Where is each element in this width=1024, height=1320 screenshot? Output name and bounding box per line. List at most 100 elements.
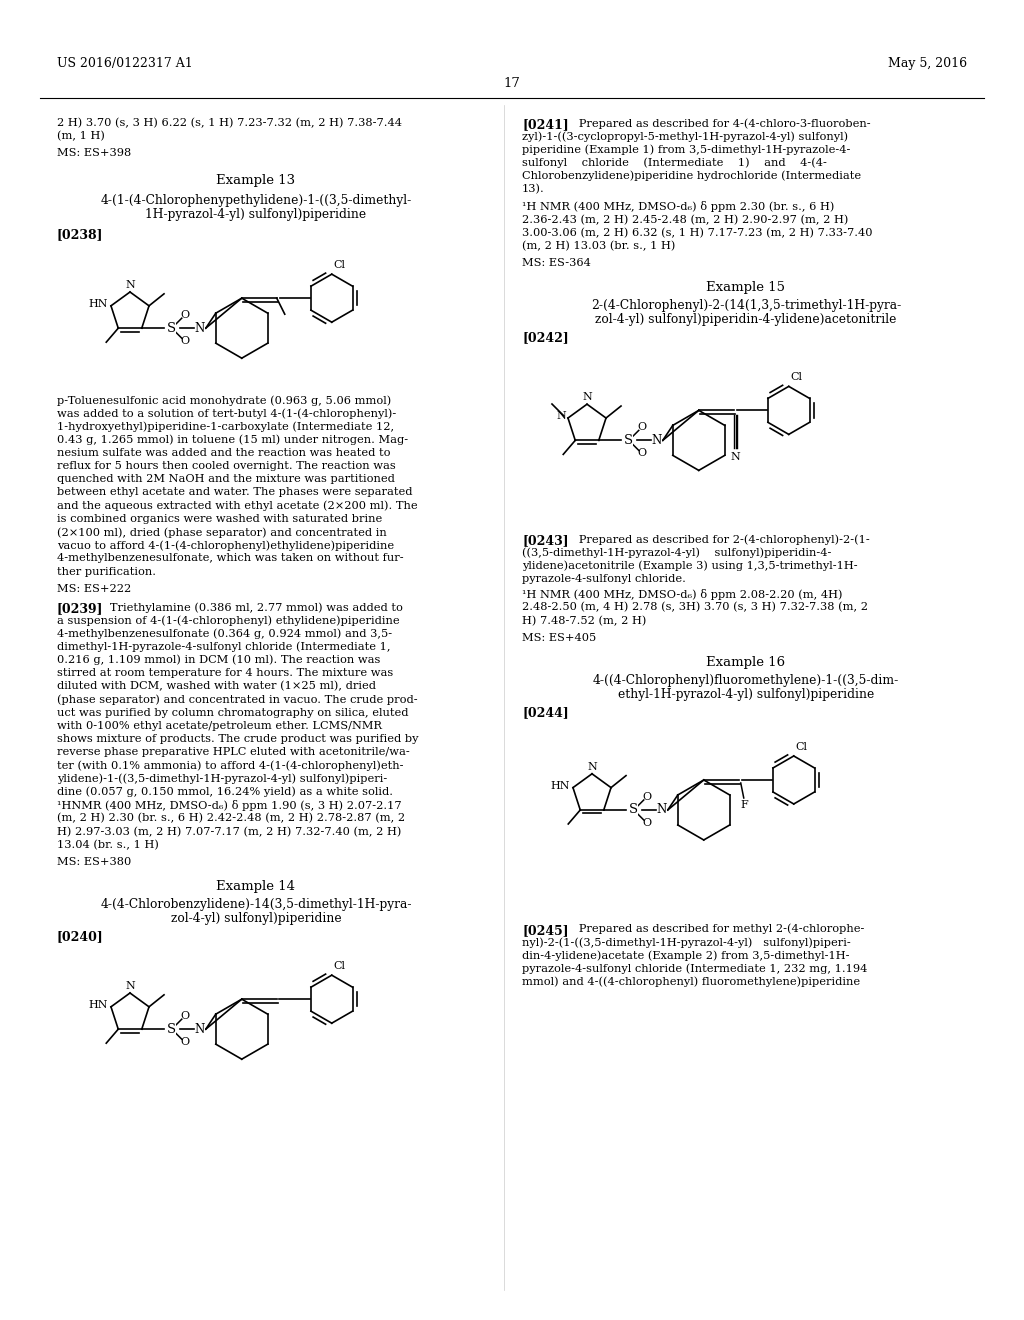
Text: N: N bbox=[125, 280, 135, 290]
Text: N: N bbox=[651, 434, 662, 447]
Text: O: O bbox=[180, 337, 189, 346]
Text: ther purification.: ther purification. bbox=[57, 566, 156, 577]
Text: 4-((4-Chlorophenyl)fluoromethylene)-1-((3,5-dim-: 4-((4-Chlorophenyl)fluoromethylene)-1-((… bbox=[593, 673, 899, 686]
Text: (2×100 ml), dried (phase separator) and concentrated in: (2×100 ml), dried (phase separator) and … bbox=[57, 527, 387, 537]
Text: Prepared as described for 2-(4-chlorophenyl)-2-(1-: Prepared as described for 2-(4-chlorophe… bbox=[568, 535, 869, 545]
Text: N: N bbox=[195, 322, 205, 335]
Text: 4-(1-(4-Chlorophenypethylidene)-1-((3,5-dimethyl-: 4-(1-(4-Chlorophenypethylidene)-1-((3,5-… bbox=[100, 194, 412, 207]
Text: 1H-pyrazol-4-yl) sulfonyl)piperidine: 1H-pyrazol-4-yl) sulfonyl)piperidine bbox=[145, 209, 367, 220]
Text: (m, 1 H): (m, 1 H) bbox=[57, 131, 104, 141]
Text: 3.00-3.06 (m, 2 H) 6.32 (s, 1 H) 7.17-7.23 (m, 2 H) 7.33-7.40: 3.00-3.06 (m, 2 H) 6.32 (s, 1 H) 7.17-7.… bbox=[522, 227, 872, 238]
Text: N: N bbox=[731, 453, 740, 462]
Text: Example 14: Example 14 bbox=[216, 880, 296, 894]
Text: 2 H) 3.70 (s, 3 H) 6.22 (s, 1 H) 7.23-7.32 (m, 2 H) 7.38-7.44: 2 H) 3.70 (s, 3 H) 6.22 (s, 1 H) 7.23-7.… bbox=[57, 117, 402, 128]
Text: N: N bbox=[656, 804, 667, 817]
Text: 0.43 g, 1.265 mmol) in toluene (15 ml) under nitrogen. Mag-: 0.43 g, 1.265 mmol) in toluene (15 ml) u… bbox=[57, 434, 409, 445]
Text: ((3,5-dimethyl-1H-pyrazol-4-yl)    sulfonyl)piperidin-4-: ((3,5-dimethyl-1H-pyrazol-4-yl) sulfonyl… bbox=[522, 548, 831, 558]
Text: [0242]: [0242] bbox=[522, 331, 568, 345]
Text: Prepared as described for 4-(4-chloro-3-fluoroben-: Prepared as described for 4-(4-chloro-3-… bbox=[568, 117, 870, 128]
Text: quenched with 2M NaOH and the mixture was partitioned: quenched with 2M NaOH and the mixture wa… bbox=[57, 474, 395, 484]
Text: HN: HN bbox=[88, 999, 108, 1010]
Text: 4-methylbenzenesulfonate, which was taken on without fur-: 4-methylbenzenesulfonate, which was take… bbox=[57, 553, 403, 564]
Text: Cl: Cl bbox=[334, 961, 346, 972]
Text: piperidine (Example 1) from 3,5-dimethyl-1H-pyrazole-4-: piperidine (Example 1) from 3,5-dimethyl… bbox=[522, 144, 850, 154]
Text: [0238]: [0238] bbox=[57, 228, 103, 242]
Text: ¹H NMR (400 MHz, DMSO-d₆) δ ppm 2.30 (br. s., 6 H): ¹H NMR (400 MHz, DMSO-d₆) δ ppm 2.30 (br… bbox=[522, 201, 835, 213]
Text: pyrazole-4-sulfonyl chloride (Intermediate 1, 232 mg, 1.194: pyrazole-4-sulfonyl chloride (Intermedia… bbox=[522, 964, 867, 974]
Text: O: O bbox=[180, 310, 189, 321]
Text: Triethylamine (0.386 ml, 2.77 mmol) was added to: Triethylamine (0.386 ml, 2.77 mmol) was … bbox=[99, 602, 402, 612]
Text: S: S bbox=[625, 434, 633, 447]
Text: between ethyl acetate and water. The phases were separated: between ethyl acetate and water. The pha… bbox=[57, 487, 413, 498]
Text: S: S bbox=[167, 1023, 176, 1036]
Text: mmol) and 4-((4-chlorophenyl) fluoromethylene)piperidine: mmol) and 4-((4-chlorophenyl) fluorometh… bbox=[522, 977, 860, 987]
Text: (m, 2 H) 2.30 (br. s., 6 H) 2.42-2.48 (m, 2 H) 2.78-2.87 (m, 2: (m, 2 H) 2.30 (br. s., 6 H) 2.42-2.48 (m… bbox=[57, 813, 406, 824]
Text: MS: ES+222: MS: ES+222 bbox=[57, 583, 131, 594]
Text: O: O bbox=[642, 792, 651, 803]
Text: 1-hydroxyethyl)piperidine-1-carboxylate (Intermediate 12,: 1-hydroxyethyl)piperidine-1-carboxylate … bbox=[57, 421, 394, 432]
Text: MS: ES+398: MS: ES+398 bbox=[57, 148, 131, 158]
Text: Cl: Cl bbox=[334, 260, 346, 271]
Text: nesium sulfate was added and the reaction was heated to: nesium sulfate was added and the reactio… bbox=[57, 447, 390, 458]
Text: MS: ES+380: MS: ES+380 bbox=[57, 857, 131, 867]
Text: N: N bbox=[582, 392, 592, 403]
Text: [0244]: [0244] bbox=[522, 706, 568, 719]
Text: dine (0.057 g, 0.150 mmol, 16.24% yield) as a white solid.: dine (0.057 g, 0.150 mmol, 16.24% yield)… bbox=[57, 787, 393, 797]
Text: reflux for 5 hours then cooled overnight. The reaction was: reflux for 5 hours then cooled overnight… bbox=[57, 461, 395, 471]
Text: with 0-100% ethyl acetate/petroleum ether. LCMS/NMR: with 0-100% ethyl acetate/petroleum ethe… bbox=[57, 721, 382, 731]
Text: nyl)-2-(1-((3,5-dimethyl-1H-pyrazol-4-yl)   sulfonyl)piperi-: nyl)-2-(1-((3,5-dimethyl-1H-pyrazol-4-yl… bbox=[522, 937, 851, 948]
Text: US 2016/0122317 A1: US 2016/0122317 A1 bbox=[57, 57, 193, 70]
Text: [0245]: [0245] bbox=[522, 924, 568, 937]
Text: [0243]: [0243] bbox=[522, 535, 568, 548]
Text: pyrazole-4-sulfonyl chloride.: pyrazole-4-sulfonyl chloride. bbox=[522, 574, 686, 583]
Text: F: F bbox=[741, 800, 749, 810]
Text: O: O bbox=[642, 818, 651, 828]
Text: MS: ES+405: MS: ES+405 bbox=[522, 632, 596, 643]
Text: H) 7.48-7.52 (m, 2 H): H) 7.48-7.52 (m, 2 H) bbox=[522, 615, 646, 626]
Text: Example 16: Example 16 bbox=[707, 656, 785, 669]
Text: MS: ES-364: MS: ES-364 bbox=[522, 257, 591, 268]
Text: diluted with DCM, washed with water (1×25 ml), dried: diluted with DCM, washed with water (1×2… bbox=[57, 681, 376, 692]
Text: was added to a solution of tert-butyl 4-(1-(4-chlorophenyl)-: was added to a solution of tert-butyl 4-… bbox=[57, 408, 396, 418]
Text: HN: HN bbox=[88, 298, 108, 309]
Text: 2-(4-Chlorophenyl)-2-(14(1,3,5-trimethyl-1H-pyra-: 2-(4-Chlorophenyl)-2-(14(1,3,5-trimethyl… bbox=[591, 300, 901, 313]
Text: H) 2.97-3.03 (m, 2 H) 7.07-7.17 (m, 2 H) 7.32-7.40 (m, 2 H): H) 2.97-3.03 (m, 2 H) 7.07-7.17 (m, 2 H)… bbox=[57, 826, 401, 837]
Text: is combined organics were washed with saturated brine: is combined organics were washed with sa… bbox=[57, 513, 382, 524]
Text: ter (with 0.1% ammonia) to afford 4-(1-(4-chlorophenyl)eth-: ter (with 0.1% ammonia) to afford 4-(1-(… bbox=[57, 760, 403, 771]
Text: O: O bbox=[637, 422, 646, 433]
Text: a suspension of 4-(1-(4-chlorophenyl) ethylidene)piperidine: a suspension of 4-(1-(4-chlorophenyl) et… bbox=[57, 615, 399, 626]
Text: uct was purified by column chromatography on silica, eluted: uct was purified by column chromatograph… bbox=[57, 708, 409, 718]
Text: Example 13: Example 13 bbox=[216, 174, 296, 187]
Text: O: O bbox=[180, 1011, 189, 1022]
Text: 4-methylbenzenesulfonate (0.364 g, 0.924 mmol) and 3,5-: 4-methylbenzenesulfonate (0.364 g, 0.924… bbox=[57, 628, 392, 639]
Text: zol-4-yl) sulfonyl)piperidin-4-ylidene)acetonitrile: zol-4-yl) sulfonyl)piperidin-4-ylidene)a… bbox=[595, 313, 897, 326]
Text: vacuo to afford 4-(1-(4-chlorophenyl)ethylidene)piperidine: vacuo to afford 4-(1-(4-chlorophenyl)eth… bbox=[57, 540, 394, 550]
Text: ethyl-1H-pyrazol-4-yl) sulfonyl)piperidine: ethyl-1H-pyrazol-4-yl) sulfonyl)piperidi… bbox=[617, 688, 874, 701]
Text: shows mixture of products. The crude product was purified by: shows mixture of products. The crude pro… bbox=[57, 734, 419, 744]
Text: dimethyl-1H-pyrazole-4-sulfonyl chloride (Intermediate 1,: dimethyl-1H-pyrazole-4-sulfonyl chloride… bbox=[57, 642, 390, 652]
Text: HN: HN bbox=[551, 780, 570, 791]
Text: N: N bbox=[195, 1023, 205, 1036]
Text: stirred at room temperature for 4 hours. The mixture was: stirred at room temperature for 4 hours.… bbox=[57, 668, 393, 678]
Text: ¹HNMR (400 MHz, DMSO-d₆) δ ppm 1.90 (s, 3 H) 2.07-2.17: ¹HNMR (400 MHz, DMSO-d₆) δ ppm 1.90 (s, … bbox=[57, 800, 401, 810]
Text: 0.216 g, 1.109 mmol) in DCM (10 ml). The reaction was: 0.216 g, 1.109 mmol) in DCM (10 ml). The… bbox=[57, 655, 380, 665]
Text: 2.48-2.50 (m, 4 H) 2.78 (s, 3H) 3.70 (s, 3 H) 7.32-7.38 (m, 2: 2.48-2.50 (m, 4 H) 2.78 (s, 3H) 3.70 (s,… bbox=[522, 602, 868, 612]
Text: [0239]: [0239] bbox=[57, 602, 103, 615]
Text: din-4-ylidene)acetate (Example 2) from 3,5-dimethyl-1H-: din-4-ylidene)acetate (Example 2) from 3… bbox=[522, 950, 850, 961]
Text: 17: 17 bbox=[504, 77, 520, 90]
Text: O: O bbox=[180, 1038, 189, 1047]
Text: S: S bbox=[629, 804, 638, 817]
Text: 4-(4-Chlorobenzylidene)-14(3,5-dimethyl-1H-pyra-: 4-(4-Chlorobenzylidene)-14(3,5-dimethyl-… bbox=[100, 898, 412, 911]
Text: [0241]: [0241] bbox=[522, 117, 568, 131]
Text: May 5, 2016: May 5, 2016 bbox=[888, 57, 967, 70]
Text: ylidene)acetonitrile (Example 3) using 1,3,5-trimethyl-1H-: ylidene)acetonitrile (Example 3) using 1… bbox=[522, 561, 858, 572]
Text: (m, 2 H) 13.03 (br. s., 1 H): (m, 2 H) 13.03 (br. s., 1 H) bbox=[522, 240, 676, 251]
Text: sulfonyl    chloride    (Intermediate    1)    and    4-(4-: sulfonyl chloride (Intermediate 1) and 4… bbox=[522, 157, 826, 168]
Text: p-Toluenesulfonic acid monohydrate (0.963 g, 5.06 mmol): p-Toluenesulfonic acid monohydrate (0.96… bbox=[57, 395, 391, 405]
Text: zyl)-1-((3-cyclopropyl-5-methyl-1H-pyrazol-4-yl) sulfonyl): zyl)-1-((3-cyclopropyl-5-methyl-1H-pyraz… bbox=[522, 131, 848, 141]
Text: Chlorobenzylidene)piperidine hydrochloride (Intermediate: Chlorobenzylidene)piperidine hydrochlori… bbox=[522, 170, 861, 181]
Text: [0240]: [0240] bbox=[57, 931, 103, 942]
Text: (phase separator) and concentrated in vacuo. The crude prod-: (phase separator) and concentrated in va… bbox=[57, 694, 418, 705]
Text: O: O bbox=[637, 449, 646, 458]
Text: 2.36-2.43 (m, 2 H) 2.45-2.48 (m, 2 H) 2.90-2.97 (m, 2 H): 2.36-2.43 (m, 2 H) 2.45-2.48 (m, 2 H) 2.… bbox=[522, 214, 848, 224]
